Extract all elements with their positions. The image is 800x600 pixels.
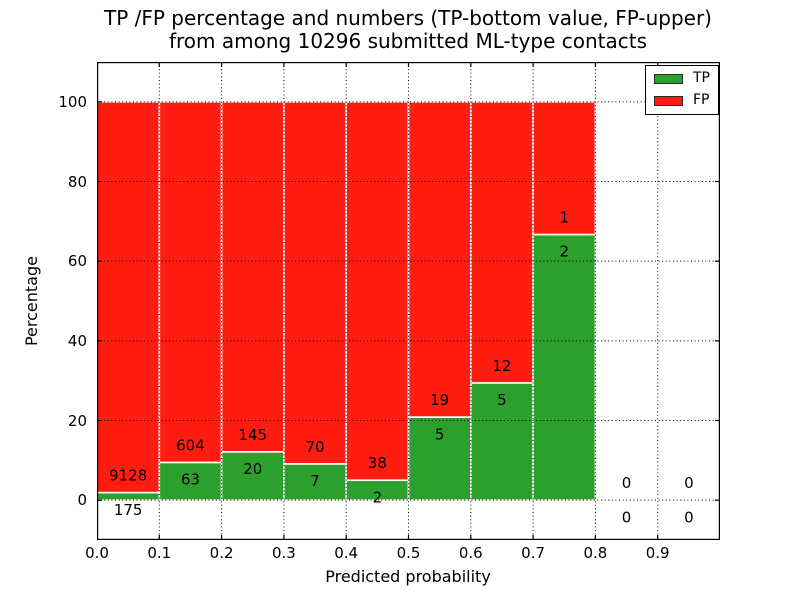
xtick-label-0.5: 0.5 bbox=[396, 544, 421, 562]
legend-entry-fp: FP bbox=[654, 92, 710, 109]
legend-swatch-tp-icon bbox=[654, 73, 683, 84]
fp-count-label-4: 38 bbox=[368, 454, 387, 472]
ytick-label-60: 60 bbox=[67, 252, 87, 271]
tp-count-label-2: 20 bbox=[243, 460, 262, 478]
fp-count-label-9: 0 bbox=[684, 474, 694, 492]
chart-title-line2: from among 10296 submitted ML-type conta… bbox=[168, 29, 648, 53]
ytick-label-100: 100 bbox=[58, 92, 87, 111]
bar-fp-2 bbox=[220, 101, 285, 453]
fp-count-label-5: 19 bbox=[430, 391, 449, 409]
bar-tp-2 bbox=[220, 451, 285, 501]
xtick-label-0.9: 0.9 bbox=[645, 544, 670, 562]
chart-title: TP /FP percentage and numbers (TP-bottom… bbox=[16, 7, 800, 53]
xtick-label-0.4: 0.4 bbox=[334, 544, 359, 562]
tp-count-label-7: 2 bbox=[559, 243, 569, 261]
x-axis-label: Predicted probability bbox=[325, 567, 491, 586]
fp-count-label-7: 1 bbox=[559, 208, 569, 226]
bar-fp-4 bbox=[345, 101, 410, 482]
legend: TP FP bbox=[645, 65, 719, 115]
fp-count-label-3: 70 bbox=[306, 438, 325, 456]
ytick-label-40: 40 bbox=[67, 331, 87, 350]
fp-count-label-6: 12 bbox=[492, 357, 511, 375]
xtick-label-0.2: 0.2 bbox=[209, 544, 234, 562]
bar-fp-3 bbox=[283, 101, 347, 465]
legend-swatch-fp-icon bbox=[654, 95, 683, 106]
bar-fp-6 bbox=[469, 101, 534, 384]
tp-count-label-9: 0 bbox=[684, 508, 694, 526]
fp-count-label-0: 9128 bbox=[109, 467, 147, 485]
chart-title-line1: TP /FP percentage and numbers (TP-bottom… bbox=[104, 6, 712, 30]
bar-tp-1 bbox=[158, 461, 223, 501]
fp-count-label-8: 0 bbox=[622, 474, 632, 492]
xtick-label-0.8: 0.8 bbox=[583, 544, 608, 562]
bar-tp-7 bbox=[532, 233, 597, 501]
bar-fp-0 bbox=[97, 101, 161, 494]
xtick-label-0.0: 0.0 bbox=[85, 544, 109, 562]
tp-count-label-3: 7 bbox=[310, 472, 320, 490]
fp-count-label-2: 145 bbox=[238, 426, 267, 444]
ytick-label-80: 80 bbox=[67, 172, 87, 191]
xtick-label-0.6: 0.6 bbox=[458, 544, 483, 562]
tp-count-label-0: 175 bbox=[114, 501, 143, 519]
y-axis-label: Percentage bbox=[22, 256, 41, 347]
bar-fp-1 bbox=[158, 101, 223, 464]
ytick-label-0: 0 bbox=[77, 491, 87, 510]
tp-count-label-8: 0 bbox=[622, 508, 632, 526]
bar-fp-5 bbox=[407, 101, 472, 418]
tp-count-label-1: 63 bbox=[181, 471, 200, 489]
tp-count-label-4: 2 bbox=[373, 488, 383, 506]
tp-count-label-6: 5 bbox=[497, 391, 507, 409]
ytick-label-20: 20 bbox=[67, 411, 87, 430]
bar-tp-3 bbox=[283, 463, 347, 501]
bar-tp-0 bbox=[97, 491, 161, 501]
legend-label-fp: FP bbox=[693, 92, 710, 108]
axes-frame bbox=[97, 62, 720, 540]
tp-count-label-5: 5 bbox=[435, 425, 445, 443]
xtick-label-0.7: 0.7 bbox=[521, 544, 546, 562]
legend-entry-tp: TP bbox=[654, 70, 710, 87]
bar-tp-6 bbox=[469, 382, 534, 501]
legend-label-tp: TP bbox=[693, 70, 710, 86]
xtick-label-0.3: 0.3 bbox=[271, 544, 296, 562]
xtick-label-0.1: 0.1 bbox=[147, 544, 172, 562]
fp-count-label-1: 604 bbox=[176, 436, 205, 454]
